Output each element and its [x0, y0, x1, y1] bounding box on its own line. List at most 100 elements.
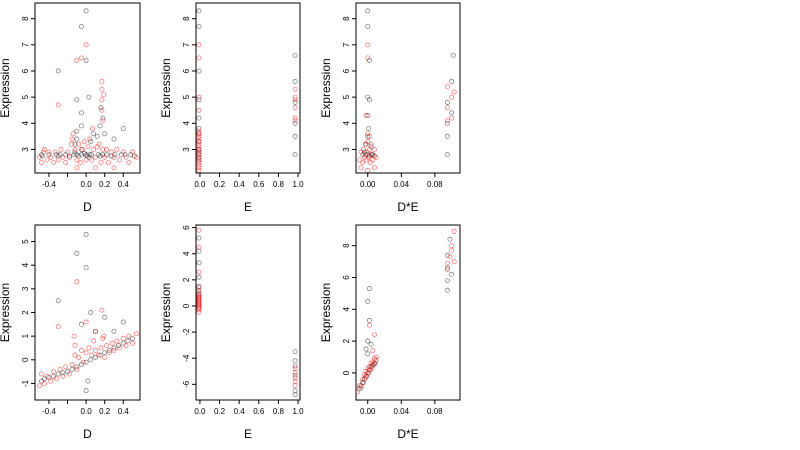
- red-data-point: [74, 58, 80, 63]
- black-data-point: [74, 97, 80, 103]
- red-data-point: [363, 113, 369, 118]
- red-data-point: [46, 149, 52, 155]
- red-data-point: [104, 343, 109, 349]
- black-data-point: [363, 346, 369, 352]
- y-tick-label: 4: [182, 121, 191, 126]
- y-tick-label: 6: [342, 68, 351, 73]
- black-data-point: [51, 373, 57, 379]
- black-data-point: [365, 338, 371, 344]
- black-data-point: [79, 321, 84, 327]
- plot-frame: [34, 224, 141, 401]
- red-data-point: [372, 165, 377, 171]
- red-data-point: [92, 165, 98, 171]
- red-data-point: [360, 160, 366, 165]
- black-data-point: [120, 340, 126, 346]
- black-data-point: [196, 274, 202, 280]
- red-data-point: [356, 383, 362, 389]
- x-tick-label: 0.00: [360, 180, 376, 189]
- black-data-point: [366, 286, 372, 292]
- y-tick-label: 8: [342, 243, 351, 248]
- red-data-point: [99, 307, 105, 313]
- red-data-point: [83, 157, 89, 163]
- red-data-point: [100, 147, 106, 152]
- red-data-point: [60, 373, 66, 379]
- red-data-point: [373, 154, 379, 160]
- red-data-point: [111, 154, 117, 160]
- red-data-point: [365, 139, 371, 145]
- red-data-point: [91, 147, 96, 152]
- red-data-point: [369, 152, 375, 158]
- black-data-point: [292, 52, 298, 58]
- black-data-point: [79, 110, 84, 116]
- red-data-point: [196, 167, 202, 173]
- red-data-point: [37, 154, 43, 160]
- black-data-point: [55, 68, 61, 74]
- red-data-point: [39, 160, 44, 165]
- red-data-point: [81, 139, 87, 145]
- red-data-point: [356, 157, 362, 163]
- y-tick-label: -6: [182, 380, 191, 388]
- red-data-point: [60, 154, 66, 160]
- red-data-point: [100, 336, 106, 341]
- black-data-point: [102, 131, 108, 137]
- red-data-point: [102, 154, 108, 160]
- red-data-point: [292, 94, 298, 100]
- black-data-point: [444, 278, 450, 284]
- red-data-point: [372, 332, 377, 338]
- black-data-point: [57, 152, 63, 158]
- y-tick-label: 4: [182, 251, 191, 256]
- y-axis-title: Expression: [319, 58, 333, 117]
- black-data-point: [366, 318, 372, 323]
- y-axis-title: Expression: [0, 283, 12, 342]
- y-tick-label: 5: [182, 94, 191, 99]
- black-data-point: [292, 152, 298, 158]
- red-data-point: [39, 371, 44, 377]
- red-data-point: [99, 107, 105, 113]
- y-tick-label: 8: [182, 16, 191, 21]
- black-data-point: [444, 99, 450, 105]
- red-data-point: [370, 157, 376, 163]
- x-tick-label: 0.0: [194, 407, 206, 416]
- black-data-point: [366, 126, 372, 131]
- red-data-point: [444, 105, 450, 111]
- red-data-point: [89, 352, 95, 358]
- red-data-point: [196, 139, 202, 145]
- black-data-point: [86, 94, 92, 100]
- x-tick-label: 0.04: [394, 407, 410, 416]
- red-data-point: [69, 136, 75, 142]
- red-data-point: [196, 290, 202, 296]
- black-data-point: [444, 120, 450, 126]
- black-data-point: [102, 350, 108, 356]
- red-data-point: [447, 254, 453, 260]
- red-data-point: [72, 352, 78, 358]
- black-data-point: [74, 364, 80, 370]
- red-data-point: [451, 228, 457, 234]
- black-data-point: [83, 232, 89, 237]
- y-axis-title: Expression: [159, 283, 173, 342]
- red-data-point: [196, 227, 202, 233]
- black-data-point: [55, 371, 61, 377]
- red-data-point: [87, 136, 93, 142]
- black-data-point: [85, 378, 91, 384]
- red-data-point: [111, 347, 117, 353]
- red-data-point: [79, 55, 84, 61]
- black-data-point: [41, 376, 47, 382]
- red-data-point: [196, 244, 202, 250]
- red-data-point: [367, 160, 373, 165]
- black-data-point: [365, 94, 371, 100]
- red-data-point: [114, 338, 120, 344]
- black-data-point: [87, 152, 93, 158]
- red-data-point: [120, 149, 126, 155]
- black-data-point: [89, 152, 95, 158]
- red-data-point: [130, 340, 136, 346]
- red-data-point: [444, 267, 450, 272]
- black-data-point: [74, 250, 80, 256]
- red-data-point: [444, 260, 450, 266]
- red-data-point: [44, 157, 50, 163]
- black-data-point: [120, 319, 126, 325]
- black-data-point: [196, 24, 202, 29]
- x-tick-label: 0.00: [360, 407, 376, 416]
- red-data-point: [196, 293, 202, 298]
- black-data-point: [292, 349, 298, 355]
- red-data-point: [196, 162, 202, 168]
